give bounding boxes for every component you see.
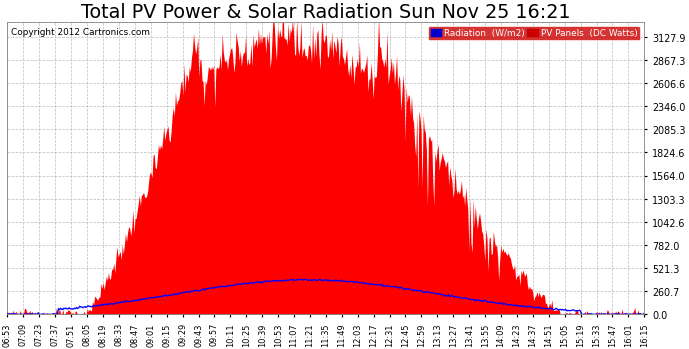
Text: Copyright 2012 Cartronics.com: Copyright 2012 Cartronics.com [10, 28, 150, 37]
Title: Total PV Power & Solar Radiation Sun Nov 25 16:21: Total PV Power & Solar Radiation Sun Nov… [81, 3, 570, 22]
Legend: Radiation  (W/m2), PV Panels  (DC Watts): Radiation (W/m2), PV Panels (DC Watts) [428, 27, 640, 41]
